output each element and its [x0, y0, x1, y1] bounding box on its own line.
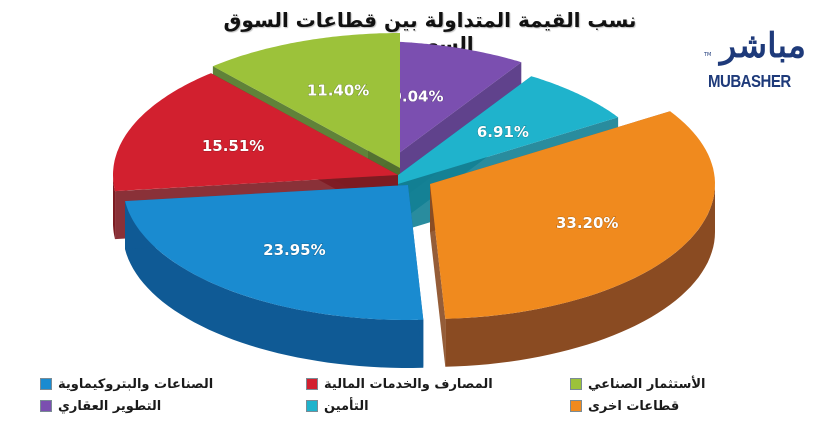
legend-label: التأمين [324, 398, 369, 414]
slice-top-face [125, 185, 424, 320]
slice-top-face [113, 73, 398, 192]
chart-title: نسب القيمة المتداولة بين قطاعات السوق ال… [223, 8, 637, 56]
slice-value-label: 6.91% [477, 123, 529, 141]
chart-legend: الصناعات والبتروكيماوية المصارف والخدمات… [0, 374, 830, 424]
legend-label: قطاعات اخرى [588, 398, 680, 414]
slice-value-label: 9.04% [391, 88, 443, 106]
legend-item-industrial-investment: الأستثمار الصناعي [570, 374, 706, 394]
legend-swatch-icon [306, 400, 318, 412]
legend-label: الأستثمار الصناعي [588, 376, 706, 392]
logo-trademark: TM [704, 52, 712, 58]
legend-item-real-estate: التطوير العقاري [40, 396, 161, 416]
legend-swatch-icon [40, 400, 52, 412]
legend-item-banks: المصارف والخدمات المالية [306, 374, 493, 394]
legend-swatch-icon [570, 400, 582, 412]
logo-arabic-text: مباشر [719, 26, 806, 66]
logo-english-text: MUBASHER [708, 72, 791, 92]
slice-value-label: 33.20% [556, 214, 618, 232]
pie-slice: 33.20% [430, 111, 715, 367]
mubasher-logo: مباشر TM MUBASHER [700, 26, 812, 92]
legend-item-petrochemical: الصناعات والبتروكيماوية [40, 374, 213, 394]
legend-swatch-icon [40, 378, 52, 390]
pie-slice: 23.95% [125, 185, 424, 368]
legend-item-other-sectors: قطاعات اخرى [570, 396, 679, 416]
slice-value-label: 23.95% [263, 241, 325, 259]
legend-label: الصناعات والبتروكيماوية [58, 376, 214, 392]
slice-value-label: 15.51% [202, 137, 264, 155]
slice-top-face [368, 41, 522, 176]
slice-side-wall [113, 175, 115, 240]
slice-side-wall [445, 184, 715, 367]
slice-cut-face [430, 184, 446, 367]
slice-top-face [212, 33, 400, 168]
slice-top-face [430, 111, 715, 319]
legend-swatch-icon [570, 378, 582, 390]
slice-top-face [378, 76, 619, 190]
slice-side-wall [125, 201, 424, 368]
legend-item-insurance: التأمين [306, 396, 369, 416]
legend-label: التطوير العقاري [58, 398, 162, 414]
legend-swatch-icon [306, 378, 318, 390]
legend-label: المصارف والخدمات المالية [324, 376, 493, 392]
slice-value-label: 11.40% [307, 82, 369, 100]
